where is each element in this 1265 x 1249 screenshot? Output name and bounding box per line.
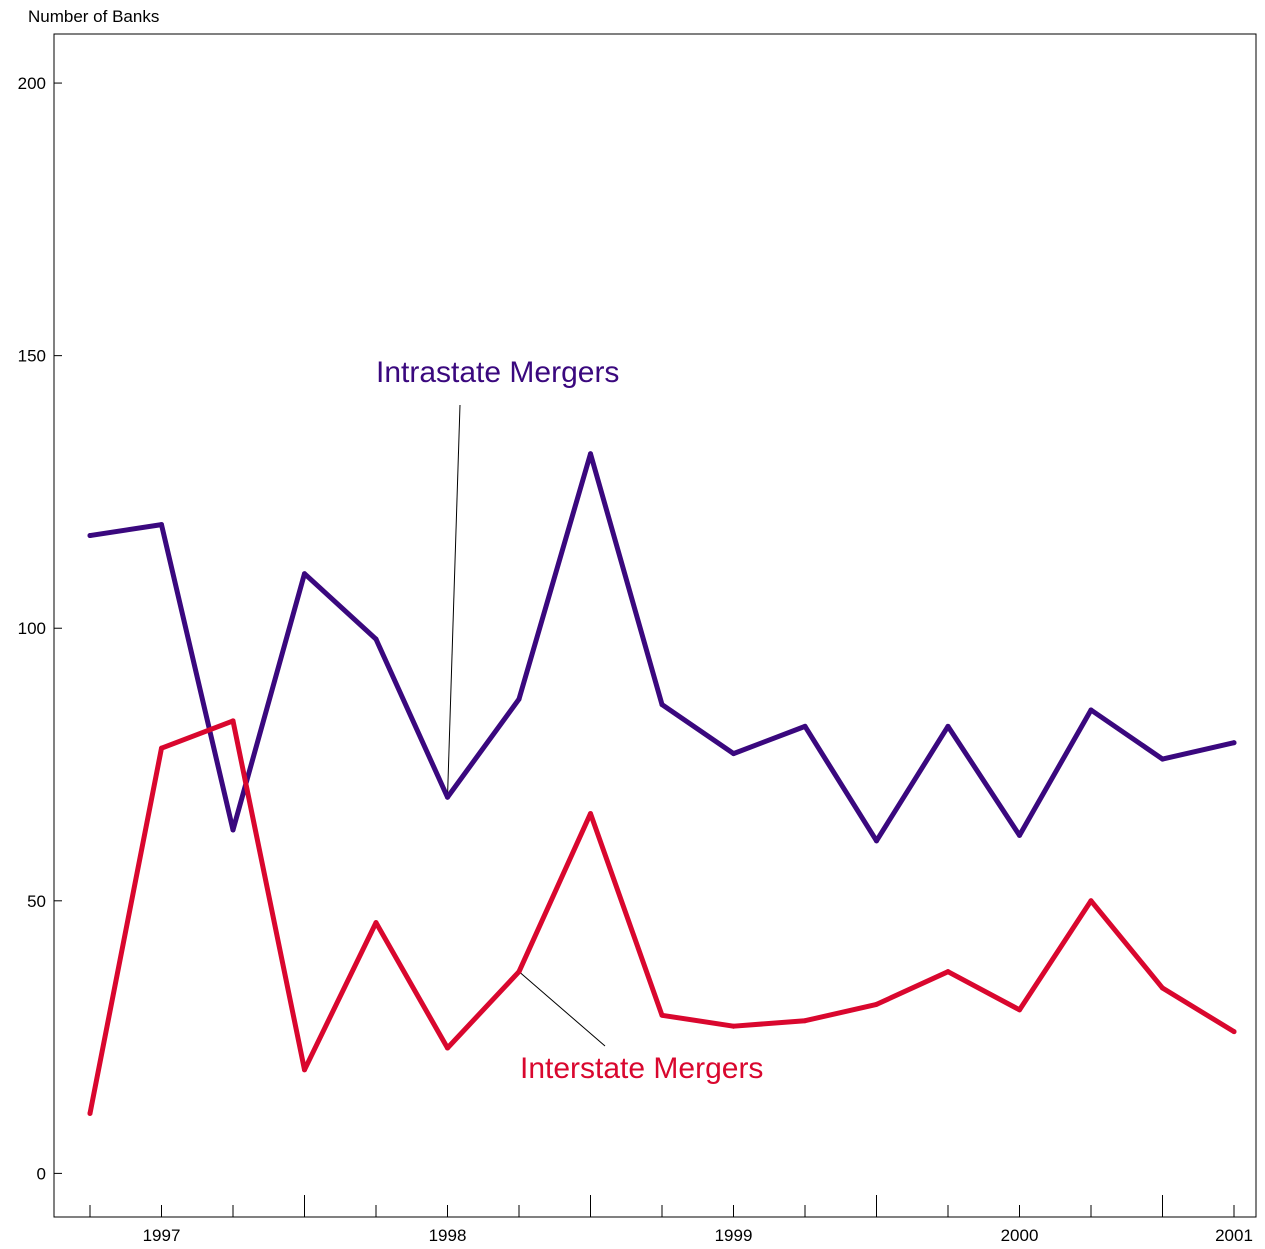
x-tick-label: 1998	[429, 1226, 467, 1245]
interstate-data-point	[588, 811, 593, 817]
intrastate-data-point	[659, 702, 665, 708]
interstate-data-point	[874, 1001, 879, 1007]
x-tick-label: 2001	[1215, 1226, 1253, 1245]
interstate-data-point	[1017, 1007, 1022, 1013]
intrastate-data-point	[230, 827, 236, 833]
intrastate-data-point	[302, 571, 307, 577]
x-axis: 1997 1998 1999 2000 2001	[89, 1195, 1253, 1245]
x-tick-label: 2000	[1001, 1226, 1039, 1245]
intrastate-data-point	[1088, 707, 1094, 713]
interstate-data-point	[302, 1067, 307, 1073]
interstate-data-point	[1088, 898, 1094, 904]
y-tick-label: 50	[27, 892, 46, 911]
plot-frame	[53, 33, 1257, 1218]
interstate-data-point	[1231, 1029, 1237, 1035]
interstate-data-point	[159, 745, 164, 751]
y-axis-title: Number of Banks	[28, 7, 159, 26]
intrastate-mergers-label: Intrastate Mergers	[376, 356, 619, 389]
interstate-data-point	[445, 1045, 450, 1051]
interstate-mergers-label: Interstate Mergers	[520, 1052, 763, 1085]
intrastate-data-point	[731, 751, 736, 757]
series-label-pointers	[447, 404, 606, 1047]
y-tick-label: 0	[37, 1164, 46, 1183]
interstate-data-point	[1160, 985, 1165, 991]
intrastate-mergers-line	[87, 451, 1237, 844]
intrastate-data-point	[802, 723, 808, 729]
interstate-pointer-line	[518, 971, 606, 1047]
intrastate-data-point	[1231, 740, 1237, 746]
y-tick-label: 150	[18, 347, 46, 366]
y-tick-label: 200	[18, 74, 46, 93]
intrastate-data-point	[874, 838, 879, 844]
interstate-data-point	[230, 718, 236, 724]
intrastate-data-point	[373, 636, 379, 642]
intrastate-data-point	[445, 794, 450, 800]
interstate-data-point	[945, 969, 951, 975]
interstate-data-point	[659, 1012, 665, 1018]
interstate-data-point	[516, 969, 522, 975]
y-tick-label: 100	[18, 619, 46, 638]
x-tick-label: 1999	[715, 1226, 753, 1245]
intrastate-data-point	[87, 533, 93, 539]
x-tick-label: 1997	[143, 1226, 181, 1245]
series-lines	[87, 451, 1237, 1116]
intrastate-data-point	[516, 696, 522, 702]
interstate-data-point	[373, 920, 379, 926]
intrastate-pointer-line	[447, 404, 461, 798]
intrastate-data-point	[945, 723, 951, 729]
intrastate-data-point	[1017, 832, 1022, 838]
intrastate-data-point	[1160, 756, 1165, 762]
interstate-data-point	[87, 1110, 93, 1116]
intrastate-data-point	[159, 522, 164, 528]
y-axis: 0 50 100 150 200	[18, 74, 62, 1183]
interstate-data-point	[802, 1018, 808, 1024]
intrastate-data-point	[588, 451, 593, 457]
interstate-data-point	[731, 1023, 736, 1029]
